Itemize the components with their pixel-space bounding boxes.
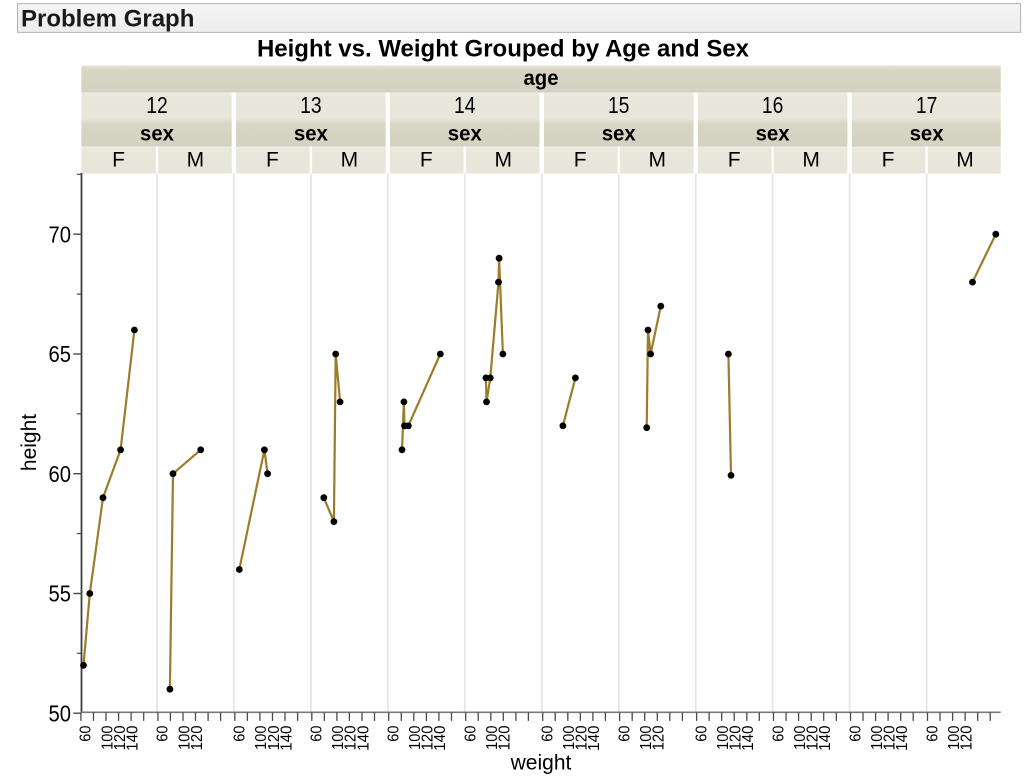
svg-text:100: 100: [253, 725, 270, 750]
svg-text:60: 60: [616, 725, 633, 742]
svg-text:100: 100: [407, 725, 424, 750]
svg-text:140: 140: [355, 725, 372, 751]
svg-text:14: 14: [454, 92, 476, 118]
svg-text:70: 70: [49, 221, 72, 247]
svg-text:sex: sex: [910, 122, 944, 145]
svg-text:60: 60: [463, 725, 480, 742]
svg-text:100: 100: [715, 725, 732, 750]
svg-text:M: M: [341, 148, 359, 171]
svg-text:120: 120: [343, 725, 360, 750]
svg-text:100: 100: [176, 725, 193, 750]
svg-text:100: 100: [330, 725, 347, 750]
svg-text:60: 60: [770, 725, 787, 742]
svg-text:100: 100: [792, 725, 809, 750]
svg-text:65: 65: [49, 341, 72, 367]
svg-text:age: age: [524, 67, 559, 90]
svg-text:100: 100: [946, 725, 963, 750]
svg-text:60: 60: [232, 725, 249, 742]
svg-text:140: 140: [278, 725, 295, 751]
svg-text:60: 60: [924, 725, 941, 742]
svg-text:140: 140: [586, 725, 603, 751]
svg-text:sex: sex: [448, 122, 482, 145]
svg-text:sex: sex: [756, 122, 790, 145]
svg-text:60: 60: [847, 725, 864, 742]
svg-text:13: 13: [300, 92, 322, 118]
svg-text:16: 16: [762, 92, 784, 118]
svg-text:12: 12: [146, 92, 168, 118]
svg-text:sex: sex: [294, 122, 328, 145]
svg-text:140: 140: [124, 725, 141, 751]
svg-text:17: 17: [916, 92, 938, 118]
svg-text:M: M: [495, 148, 513, 171]
svg-text:120: 120: [497, 725, 514, 750]
svg-text:120: 120: [112, 725, 129, 750]
svg-text:120: 120: [881, 725, 898, 750]
svg-text:55: 55: [49, 581, 72, 607]
svg-text:F: F: [728, 148, 741, 171]
svg-text:Problem Graph: Problem Graph: [21, 6, 194, 33]
svg-text:100: 100: [869, 725, 886, 750]
svg-text:weight: weight: [510, 752, 572, 775]
svg-text:60: 60: [309, 725, 326, 742]
svg-text:sex: sex: [602, 122, 636, 145]
svg-text:100: 100: [484, 725, 501, 750]
svg-text:120: 120: [189, 725, 206, 750]
svg-text:120: 120: [420, 725, 437, 750]
svg-text:140: 140: [740, 725, 757, 751]
svg-text:100: 100: [561, 725, 578, 750]
svg-text:F: F: [574, 148, 587, 171]
svg-text:M: M: [802, 148, 820, 171]
svg-text:120: 120: [574, 725, 591, 750]
svg-text:Height vs. Weight Grouped by A: Height vs. Weight Grouped by Age and Sex: [257, 36, 750, 63]
svg-text:60: 60: [49, 461, 72, 487]
svg-text:60: 60: [155, 725, 172, 742]
svg-text:140: 140: [817, 725, 834, 751]
svg-text:sex: sex: [140, 122, 174, 145]
svg-text:60: 60: [540, 725, 557, 742]
svg-text:100: 100: [99, 725, 116, 750]
svg-text:120: 120: [728, 725, 745, 750]
svg-text:M: M: [648, 148, 666, 171]
svg-text:120: 120: [651, 725, 668, 750]
svg-text:60: 60: [693, 725, 710, 742]
svg-text:120: 120: [266, 725, 283, 750]
svg-text:140: 140: [432, 725, 449, 751]
svg-text:M: M: [187, 148, 205, 171]
svg-text:F: F: [420, 148, 433, 171]
svg-text:120: 120: [958, 725, 975, 750]
svg-text:60: 60: [386, 725, 403, 742]
svg-text:M: M: [956, 148, 974, 171]
svg-text:F: F: [266, 148, 279, 171]
svg-text:140: 140: [894, 725, 911, 751]
svg-text:60: 60: [78, 725, 95, 742]
svg-text:50: 50: [49, 700, 72, 726]
svg-text:120: 120: [805, 725, 822, 750]
svg-text:F: F: [882, 148, 895, 171]
svg-text:100: 100: [638, 725, 655, 750]
svg-text:F: F: [112, 148, 125, 171]
svg-text:height: height: [18, 414, 41, 471]
svg-text:15: 15: [608, 92, 630, 118]
